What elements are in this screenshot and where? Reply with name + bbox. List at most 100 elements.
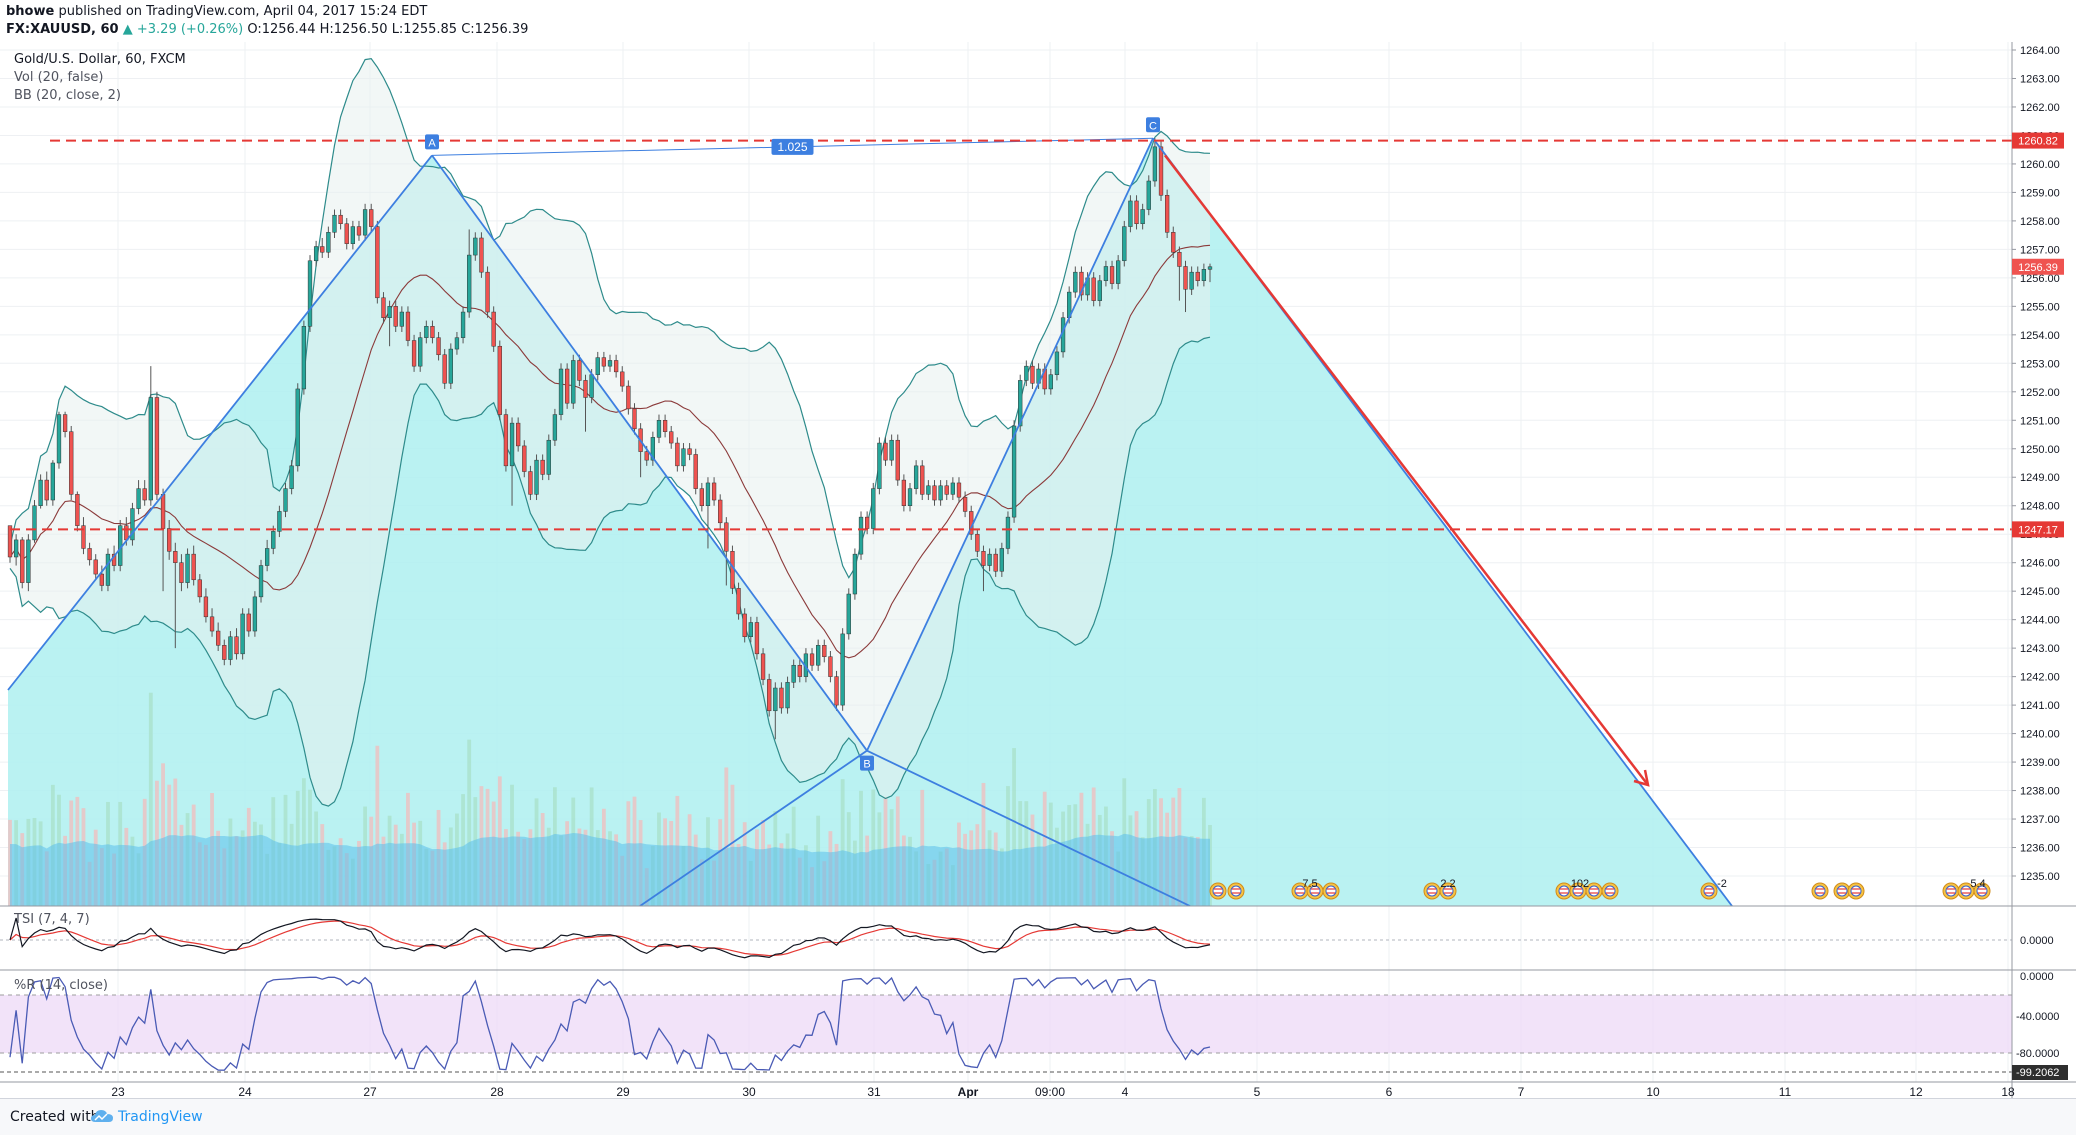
candle-body [767,679,772,712]
price-tick-label: 1260.00 [2020,159,2060,171]
candle-body [216,630,221,646]
pattern-point-labels: A B C [425,117,1160,771]
wr-axis-labels: 0.0000 -40.0000 -80.0000 -99.2062 [2012,971,2068,1080]
candle-body [142,488,147,501]
candle-body [356,226,362,236]
legend-tsi[interactable]: TSI (7, 4, 7) [14,912,90,927]
candle-body [864,516,870,529]
time-tick-label: 4 [1122,1085,1129,1099]
candle-body [754,622,760,655]
event-value-label: 5.4 [1970,878,1985,890]
candle-body [1011,425,1017,518]
time-tick-label: Apr [958,1085,979,1099]
candle-body [424,326,429,338]
candle-body [1152,146,1158,182]
time-tick-label: 10 [1646,1085,1660,1099]
candle-body [485,271,490,313]
legend-volume[interactable]: Vol (20, false) [14,70,104,85]
candle-body [62,414,68,432]
last-price-label-text: 1256.39 [2018,262,2058,274]
candle-body [1189,271,1194,290]
legend-main[interactable]: Gold/U.S. Dollar, 60, FXCM [14,52,186,67]
candle-body [613,360,619,373]
projection-arrow[interactable] [1164,154,1649,786]
legend-wr[interactable]: %R (14, close) [14,978,108,993]
price-axis[interactable]: 1264.001263.001262.001261.001260.001259.… [2012,45,2060,883]
candle-body [1005,516,1011,549]
candle-body [546,439,551,475]
candle-body [1116,260,1121,284]
candles[interactable] [7,138,1213,740]
flag-icon [1212,885,1224,897]
volume-bar [840,779,845,906]
candle-body [411,340,417,367]
price-tick-label: 1236.00 [2020,843,2060,855]
candle-body [381,297,386,318]
candle-body [350,226,356,244]
candle-body [718,499,723,524]
pattern-leg-ab [431,154,868,752]
candle-body [962,496,968,512]
tsi-axis-label-text: 0.0000 [2020,935,2054,947]
event-markers[interactable]: 7.5 2.2 102 -2 5.4 [1209,878,1991,900]
volume-bar [871,789,876,906]
candle-body [1030,365,1035,384]
candle-body [454,337,460,350]
candle-body [448,348,453,384]
wr-line [9,976,1211,1071]
candle-body [797,664,802,677]
candle-body [1054,351,1060,375]
candle-body [828,656,833,677]
candle-body [460,311,466,338]
ohlc-low: L:1255.85 [391,22,458,37]
pattern-point-label: A [428,137,436,149]
wr-last-text: -99.2062 [2016,1067,2059,1079]
candle-body [773,687,778,712]
price-tick-label: 1252.00 [2020,387,2060,399]
price-tick-label: 1250.00 [2020,444,2060,456]
candle-body [301,326,307,390]
candle-body [93,559,98,575]
candle-body [228,636,233,660]
last-price-label: 1256.39 [2012,258,2064,275]
price-tick-label: 1239.00 [2020,757,2060,769]
candle-body [1109,266,1115,284]
candle-body [620,371,625,387]
time-tick-label: 28 [490,1085,504,1099]
footer-brand[interactable]: TradingView [118,1109,203,1125]
candle-body [558,368,564,415]
symbol-name[interactable]: FX:XAUUSD, 60 [6,22,119,37]
tsi-signal-line [9,920,1211,957]
candle-body [669,431,674,444]
price-tick-label: 1246.00 [2020,558,2060,570]
author-name[interactable]: bhowe [6,4,55,19]
candle-body [173,551,178,563]
candle-body [283,488,288,512]
price-tick-label: 1251.00 [2020,415,2060,427]
legend-bollinger[interactable]: BB (20, close, 2) [14,88,121,103]
price-label-lower: 1247.17 [2012,521,2064,538]
candle-body [577,360,582,381]
candle-body [913,465,919,489]
candle-body [491,311,496,347]
flag-icon [1604,885,1616,897]
price-change: ▲ +3.29 (+0.26%) [122,22,244,37]
pattern-leg-bd [866,749,1191,906]
candle-body [362,209,368,236]
candle-body [160,494,166,529]
event-value-label: 2.2 [1440,878,1455,890]
projection-arrow-head [1633,769,1650,787]
candle-body [1171,232,1176,253]
ratio-label-box [771,138,814,155]
candle-body [534,459,539,495]
candle-body [528,471,533,495]
ratio-label: 1.025 [771,138,814,155]
candle-body [871,488,876,529]
candle-body [240,613,245,655]
candle-body [234,636,239,655]
candle-body [344,223,349,244]
candle-body [1048,374,1053,390]
candle-body [295,388,300,467]
time-axis[interactable]: 23 24 27 28 29 30 31 Apr 09:00 4 5 6 7 10 11 12 18 [111,1085,2015,1099]
